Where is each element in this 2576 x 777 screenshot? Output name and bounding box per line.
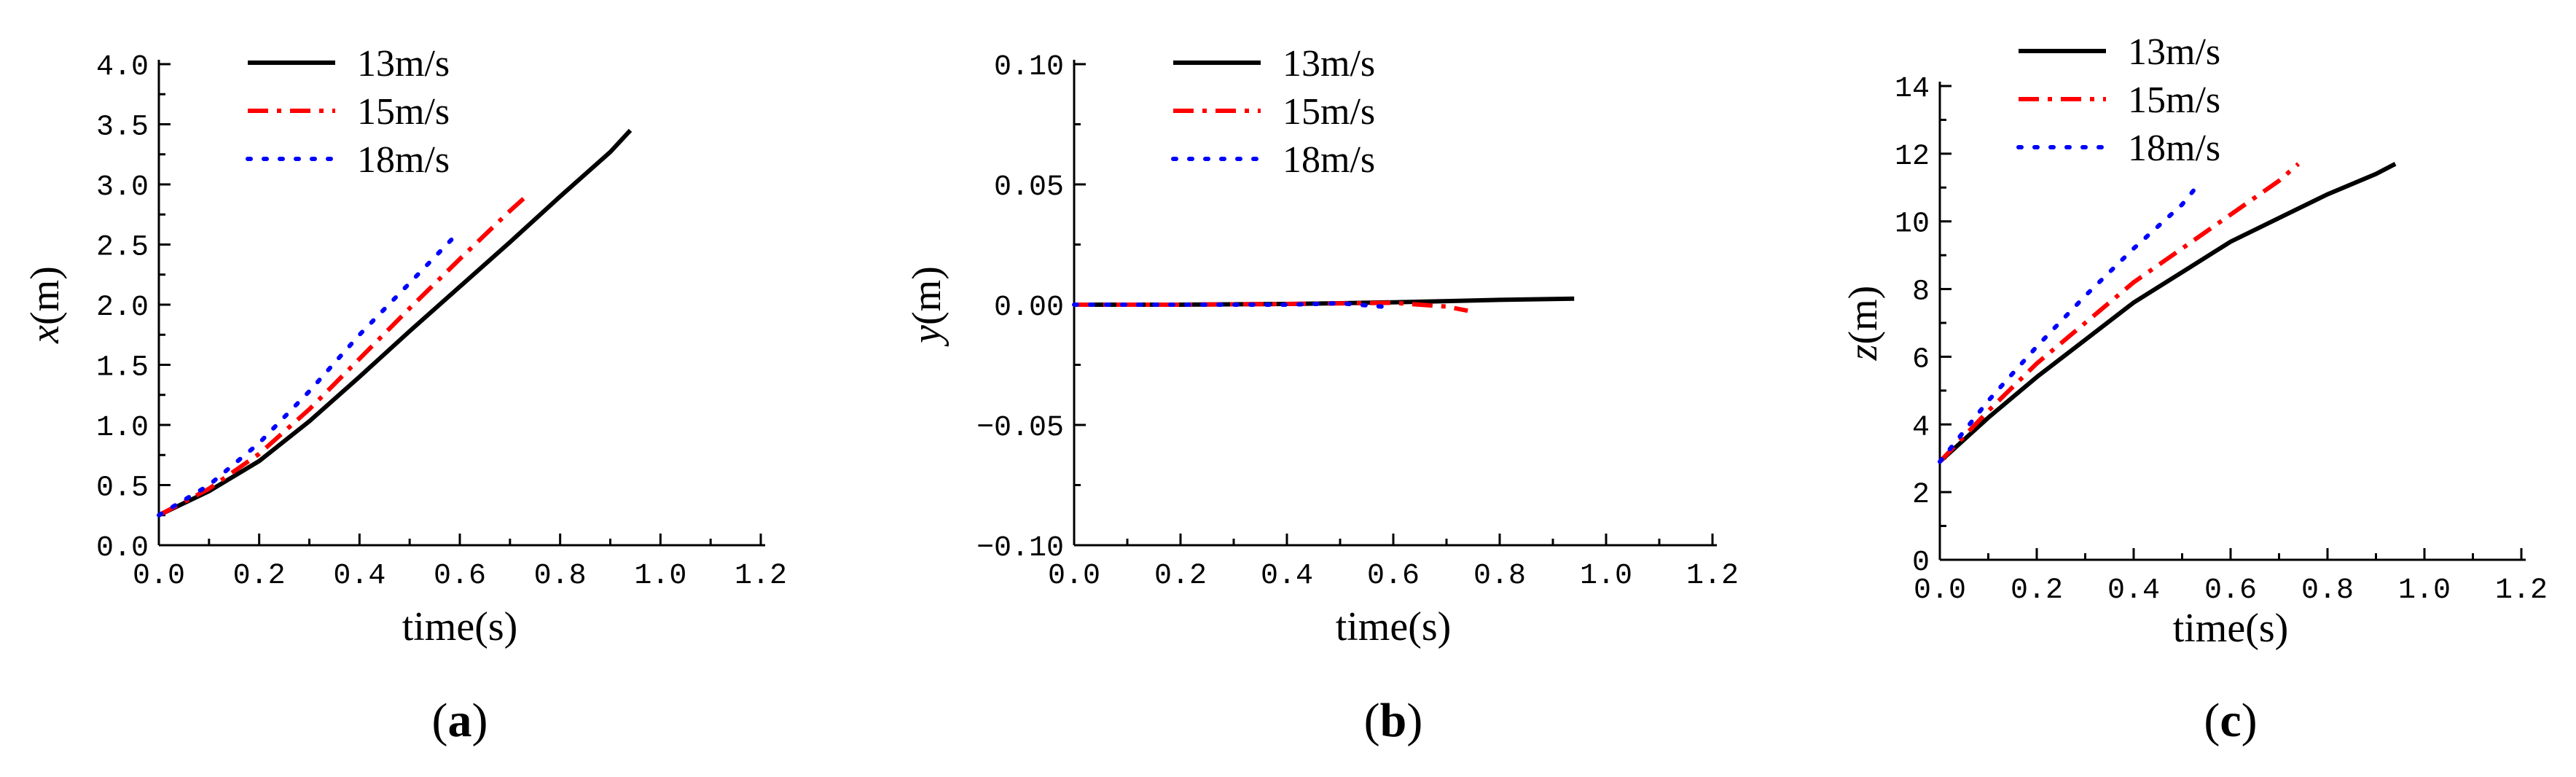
x-tick-label: 0.2 xyxy=(2011,574,2063,607)
panel-label: (c) xyxy=(2204,694,2257,747)
y-tick-label: 2.5 xyxy=(96,232,149,265)
y-axis-title: y(m) xyxy=(904,266,950,347)
legend: 13m/s 15m/s 18m/s xyxy=(246,43,450,181)
chart-panel-a: 0.0 0.2 0.4 0.6 0.8 1.0 1.2 0.0 0.5 1.0 1.5 2.0 2.5 3… xyxy=(23,43,787,747)
y-tick-label: 14 xyxy=(1895,73,1930,106)
y-tick-label: 4.0 xyxy=(96,51,149,84)
series-line-18m/s xyxy=(1072,300,1390,310)
y-axis-variable: z xyxy=(1841,344,1886,361)
x-tick-label: 1.2 xyxy=(2495,574,2548,607)
legend-label: 15m/s xyxy=(357,91,450,133)
y-tick-label: −0.05 xyxy=(976,412,1064,445)
legend-label: 13m/s xyxy=(2128,31,2220,73)
y-tick-label: 6 xyxy=(1912,343,1930,376)
y-tick-label: 0.10 xyxy=(994,51,1064,84)
panel-letter: b xyxy=(1380,694,1407,747)
y-tick-label: 0 xyxy=(1912,547,1930,579)
y-axis-unit: (m) xyxy=(1841,286,1886,345)
x-tick-label: 1.2 xyxy=(1686,560,1739,593)
series-line-13m/s xyxy=(157,128,633,518)
panel-label-open: ( xyxy=(1364,694,1380,747)
y-tick-label: 2 xyxy=(1912,479,1930,512)
x-tick-label: 1.0 xyxy=(2398,574,2451,607)
series-line-13m/s xyxy=(1074,296,1575,307)
y-axis-unit: (m) xyxy=(23,266,68,325)
legend: 13m/s 15m/s 18m/s xyxy=(1171,43,1375,181)
x-tick-label: 0.0 xyxy=(133,560,185,593)
x-tick-label: 0.6 xyxy=(1367,560,1420,593)
x-tick-label: 0.4 xyxy=(1261,560,1313,593)
x-tick-label: 0.8 xyxy=(1473,560,1526,593)
series-line-18m/s xyxy=(1938,179,2204,464)
y-tick-label: 3.5 xyxy=(96,112,149,144)
legend-label: 18m/s xyxy=(2128,128,2220,169)
x-axis-title: time(s) xyxy=(402,604,518,649)
x-tick-label: 0.4 xyxy=(2107,574,2160,607)
panel-letter: a xyxy=(448,694,472,747)
x-tick-label: 0.8 xyxy=(534,560,587,593)
x-tick-label: 0.6 xyxy=(2204,574,2257,607)
legend-label: 15m/s xyxy=(2128,79,2220,121)
y-axis-variable: y xyxy=(904,325,950,347)
legend-label: 18m/s xyxy=(357,139,450,181)
series-line-15m/s xyxy=(157,191,532,518)
y-tick-label: 2.0 xyxy=(96,292,149,324)
x-axis-title: time(s) xyxy=(1336,604,1452,649)
y-tick-label: 0.5 xyxy=(96,472,149,505)
panel-label-close: ) xyxy=(1406,694,1422,747)
x-tick-label: 0.2 xyxy=(233,560,286,593)
y-axis-title: x(m) xyxy=(23,266,68,344)
y-tick-label: 0.0 xyxy=(96,532,149,565)
y-tick-label: −0.10 xyxy=(976,532,1064,565)
chart-panel-c: 0.0 0.2 0.4 0.6 0.8 1.0 1.2 0 2 4 6 8 10 12 14 time(s) z… xyxy=(1841,31,2548,747)
y-tick-label: 8 xyxy=(1912,276,1930,309)
y-tick-label: 0.00 xyxy=(994,292,1064,324)
x-tick-label: 0.4 xyxy=(333,560,385,593)
x-tick-label: 0.2 xyxy=(1154,560,1207,593)
x-tick-label: 0.6 xyxy=(434,560,486,593)
legend-label: 18m/s xyxy=(1283,139,1375,181)
y-tick-label: 3.0 xyxy=(96,171,149,204)
y-tick-label: 1.0 xyxy=(96,412,149,445)
series-line-13m/s xyxy=(1938,162,2397,464)
x-tick-label: 0.0 xyxy=(1048,560,1100,593)
x-tick-label: 1.0 xyxy=(1580,560,1632,593)
x-tick-label: 0.8 xyxy=(2301,574,2354,607)
series-line-18m/s xyxy=(157,234,458,518)
series-line-15m/s xyxy=(1074,300,1468,313)
y-axis-variable: x xyxy=(23,325,68,344)
panel-label-close: ) xyxy=(2242,694,2258,747)
y-tick-label: 0.05 xyxy=(994,171,1064,204)
panel-letter: c xyxy=(2220,694,2241,747)
legend-label: 13m/s xyxy=(357,43,450,85)
chart-panel-b: 0.0 0.2 0.4 0.6 0.8 1.0 1.2 −0.10 −0.05 0.00 0.05 0… xyxy=(904,43,1739,747)
y-axis-title: z(m) xyxy=(1841,286,1886,362)
panel-label-open: ( xyxy=(432,694,448,747)
legend-label: 15m/s xyxy=(1283,91,1375,133)
x-tick-label: 0.0 xyxy=(1914,574,1966,607)
x-tick-label: 1.2 xyxy=(735,560,787,593)
legend-label: 13m/s xyxy=(1283,43,1375,85)
y-tick-label: 4 xyxy=(1912,411,1930,444)
legend: 13m/s 15m/s 18m/s xyxy=(2016,31,2220,169)
x-tick-label: 1.0 xyxy=(634,560,686,593)
panel-label-open: ( xyxy=(2204,694,2220,747)
y-tick-label: 1.5 xyxy=(96,352,149,385)
panel-label: (b) xyxy=(1364,694,1423,747)
x-axis-title: time(s) xyxy=(2173,606,2289,651)
panel-label: (a) xyxy=(432,694,488,747)
y-tick-label: 10 xyxy=(1895,208,1930,241)
y-tick-label: 12 xyxy=(1895,141,1930,173)
series-line-15m/s xyxy=(1938,162,2301,464)
panel-label-close: ) xyxy=(472,694,488,747)
y-axis-unit: (m) xyxy=(904,266,950,325)
